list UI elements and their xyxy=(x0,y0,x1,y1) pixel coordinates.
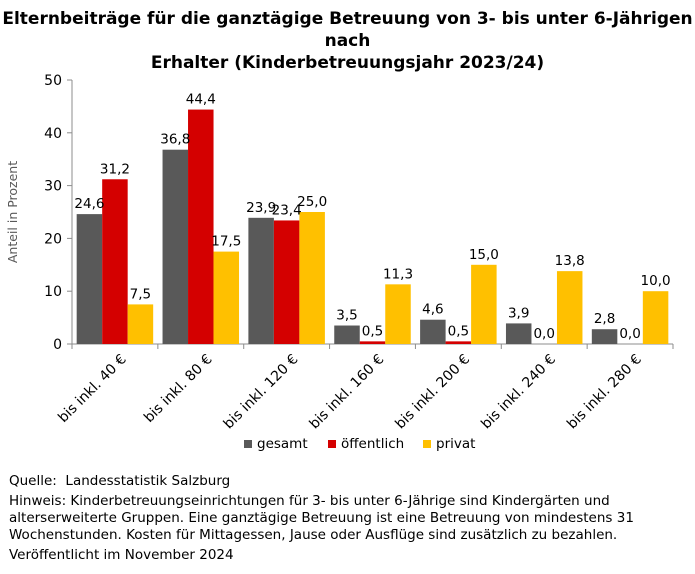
x-axis: bis inkl. 40 € bis inkl. 80 € bis inkl. 12… xyxy=(55,343,674,433)
chart-notes: Quelle: Landesstatistik Salzburg Hinweis… xyxy=(9,473,689,567)
x-category-label: bis inkl. 160 € xyxy=(307,352,388,433)
hint-note: Hinweis: Kinderbetreuungseinrichtungen f… xyxy=(9,493,634,543)
bar-privat xyxy=(385,284,411,344)
data-label: 23,4 xyxy=(272,202,302,218)
data-label: 24,6 xyxy=(74,196,104,212)
data-label: 23,9 xyxy=(246,200,276,216)
data-label: 15,0 xyxy=(469,247,499,263)
bar-privat xyxy=(556,271,583,344)
y-tick-label: 30 xyxy=(44,179,62,195)
data-label: 0,5 xyxy=(362,323,383,339)
y-tick-label: 20 xyxy=(44,231,62,247)
data-labels: 24,6 36,8 23,9 3,5 4,6 3,9 2,8 31,2 44,4 23,4 0,5 0… xyxy=(74,92,670,342)
bar-gesamt xyxy=(334,325,360,344)
data-label: 0,0 xyxy=(619,326,640,342)
bar-gesamt xyxy=(505,323,532,344)
bar-privat xyxy=(127,304,154,344)
data-label: 0,5 xyxy=(448,323,469,339)
bar-privat xyxy=(299,212,325,344)
data-label: 44,4 xyxy=(186,92,216,108)
data-label: 3,5 xyxy=(336,308,357,324)
bar-chart: 0 10 20 30 40 50 Anteil in Prozent bis inkl. 4… xyxy=(5,73,674,452)
data-label: 31,2 xyxy=(100,161,130,177)
data-label: 7,5 xyxy=(130,286,151,302)
legend-label: privat xyxy=(436,436,475,452)
source-note: Quelle: Landesstatistik Salzburg xyxy=(9,473,231,489)
y-tick-label: 50 xyxy=(44,73,62,89)
bar-privat xyxy=(213,251,240,344)
x-category-label: bis inkl. 40 € xyxy=(55,352,130,427)
data-label: 10,0 xyxy=(641,273,671,289)
y-tick-label: 0 xyxy=(53,337,62,353)
bar-gesamt xyxy=(76,214,103,344)
chart-title-line-2: Erhalter (Kinderbetreuungsjahr 2023/24) xyxy=(150,53,545,73)
bar-gesamt xyxy=(591,329,618,344)
bar-gesamt xyxy=(420,319,446,344)
data-label: 3,9 xyxy=(508,305,529,321)
y-tick-label: 40 xyxy=(44,126,62,142)
x-category-label: bis inkl. 280 € xyxy=(564,352,645,433)
published-note: Veröffentlicht im November 2024 xyxy=(9,547,234,563)
legend-swatch xyxy=(244,440,252,448)
data-label: 13,8 xyxy=(555,253,585,269)
bar--ffentlich xyxy=(445,341,472,344)
bar--ffentlich xyxy=(102,179,128,344)
data-label: 36,8 xyxy=(160,132,190,148)
legend-label: öffentlich xyxy=(341,436,404,452)
x-category-label: bis inkl. 80 € xyxy=(141,352,216,427)
legend-swatch xyxy=(423,440,431,448)
legend-label: gesamt xyxy=(257,436,308,452)
bar-privat xyxy=(642,291,669,344)
chart-title: Elternbeiträge für die ganztägige Betreu… xyxy=(0,8,695,74)
data-label: 4,6 xyxy=(422,302,443,318)
x-category-label: bis inkl. 120 € xyxy=(221,352,302,433)
bar-gesamt xyxy=(162,149,189,344)
data-label: 11,3 xyxy=(383,266,413,282)
data-label: 25,0 xyxy=(297,194,327,210)
x-category-label: bis inkl. 200 € xyxy=(392,352,473,433)
legend: gesamt öffentlich privat xyxy=(244,436,475,452)
legend-swatch xyxy=(328,440,336,448)
bar-gesamt xyxy=(248,217,274,344)
bar--ffentlich xyxy=(273,220,300,344)
y-axis-title: Anteil in Prozent xyxy=(5,161,20,263)
data-label: 2,8 xyxy=(594,311,615,327)
chart-title-line-1: Elternbeiträge für die ganztägige Betreu… xyxy=(2,9,693,51)
bars xyxy=(76,109,669,345)
bar-privat xyxy=(471,264,497,344)
bar--ffentlich xyxy=(359,341,386,344)
data-label: 17,5 xyxy=(211,234,241,250)
bar--ffentlich xyxy=(188,109,214,345)
y-tick-label: 10 xyxy=(44,284,62,300)
y-axis: 0 10 20 30 40 50 Anteil in Prozent xyxy=(5,73,73,353)
data-label: 0,0 xyxy=(533,326,554,342)
x-category-label: bis inkl. 240 € xyxy=(478,352,559,433)
